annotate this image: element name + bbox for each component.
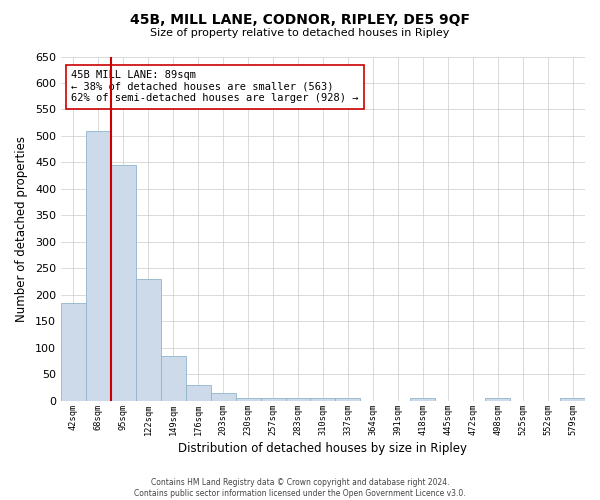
Bar bbox=[560, 398, 585, 401]
Bar bbox=[335, 398, 361, 401]
Bar bbox=[111, 165, 136, 401]
Y-axis label: Number of detached properties: Number of detached properties bbox=[15, 136, 28, 322]
Bar bbox=[186, 385, 211, 401]
X-axis label: Distribution of detached houses by size in Ripley: Distribution of detached houses by size … bbox=[178, 442, 467, 455]
Text: Size of property relative to detached houses in Ripley: Size of property relative to detached ho… bbox=[151, 28, 449, 38]
Text: 45B MILL LANE: 89sqm
← 38% of detached houses are smaller (563)
62% of semi-deta: 45B MILL LANE: 89sqm ← 38% of detached h… bbox=[71, 70, 359, 104]
Text: Contains HM Land Registry data © Crown copyright and database right 2024.
Contai: Contains HM Land Registry data © Crown c… bbox=[134, 478, 466, 498]
Bar bbox=[86, 130, 111, 401]
Bar bbox=[485, 398, 510, 401]
Text: 45B, MILL LANE, CODNOR, RIPLEY, DE5 9QF: 45B, MILL LANE, CODNOR, RIPLEY, DE5 9QF bbox=[130, 12, 470, 26]
Bar bbox=[260, 398, 286, 401]
Bar bbox=[310, 398, 335, 401]
Bar bbox=[136, 279, 161, 401]
Bar bbox=[161, 356, 186, 401]
Bar bbox=[61, 303, 86, 401]
Bar bbox=[211, 393, 236, 401]
Bar bbox=[286, 398, 310, 401]
Bar bbox=[410, 398, 435, 401]
Bar bbox=[236, 398, 260, 401]
